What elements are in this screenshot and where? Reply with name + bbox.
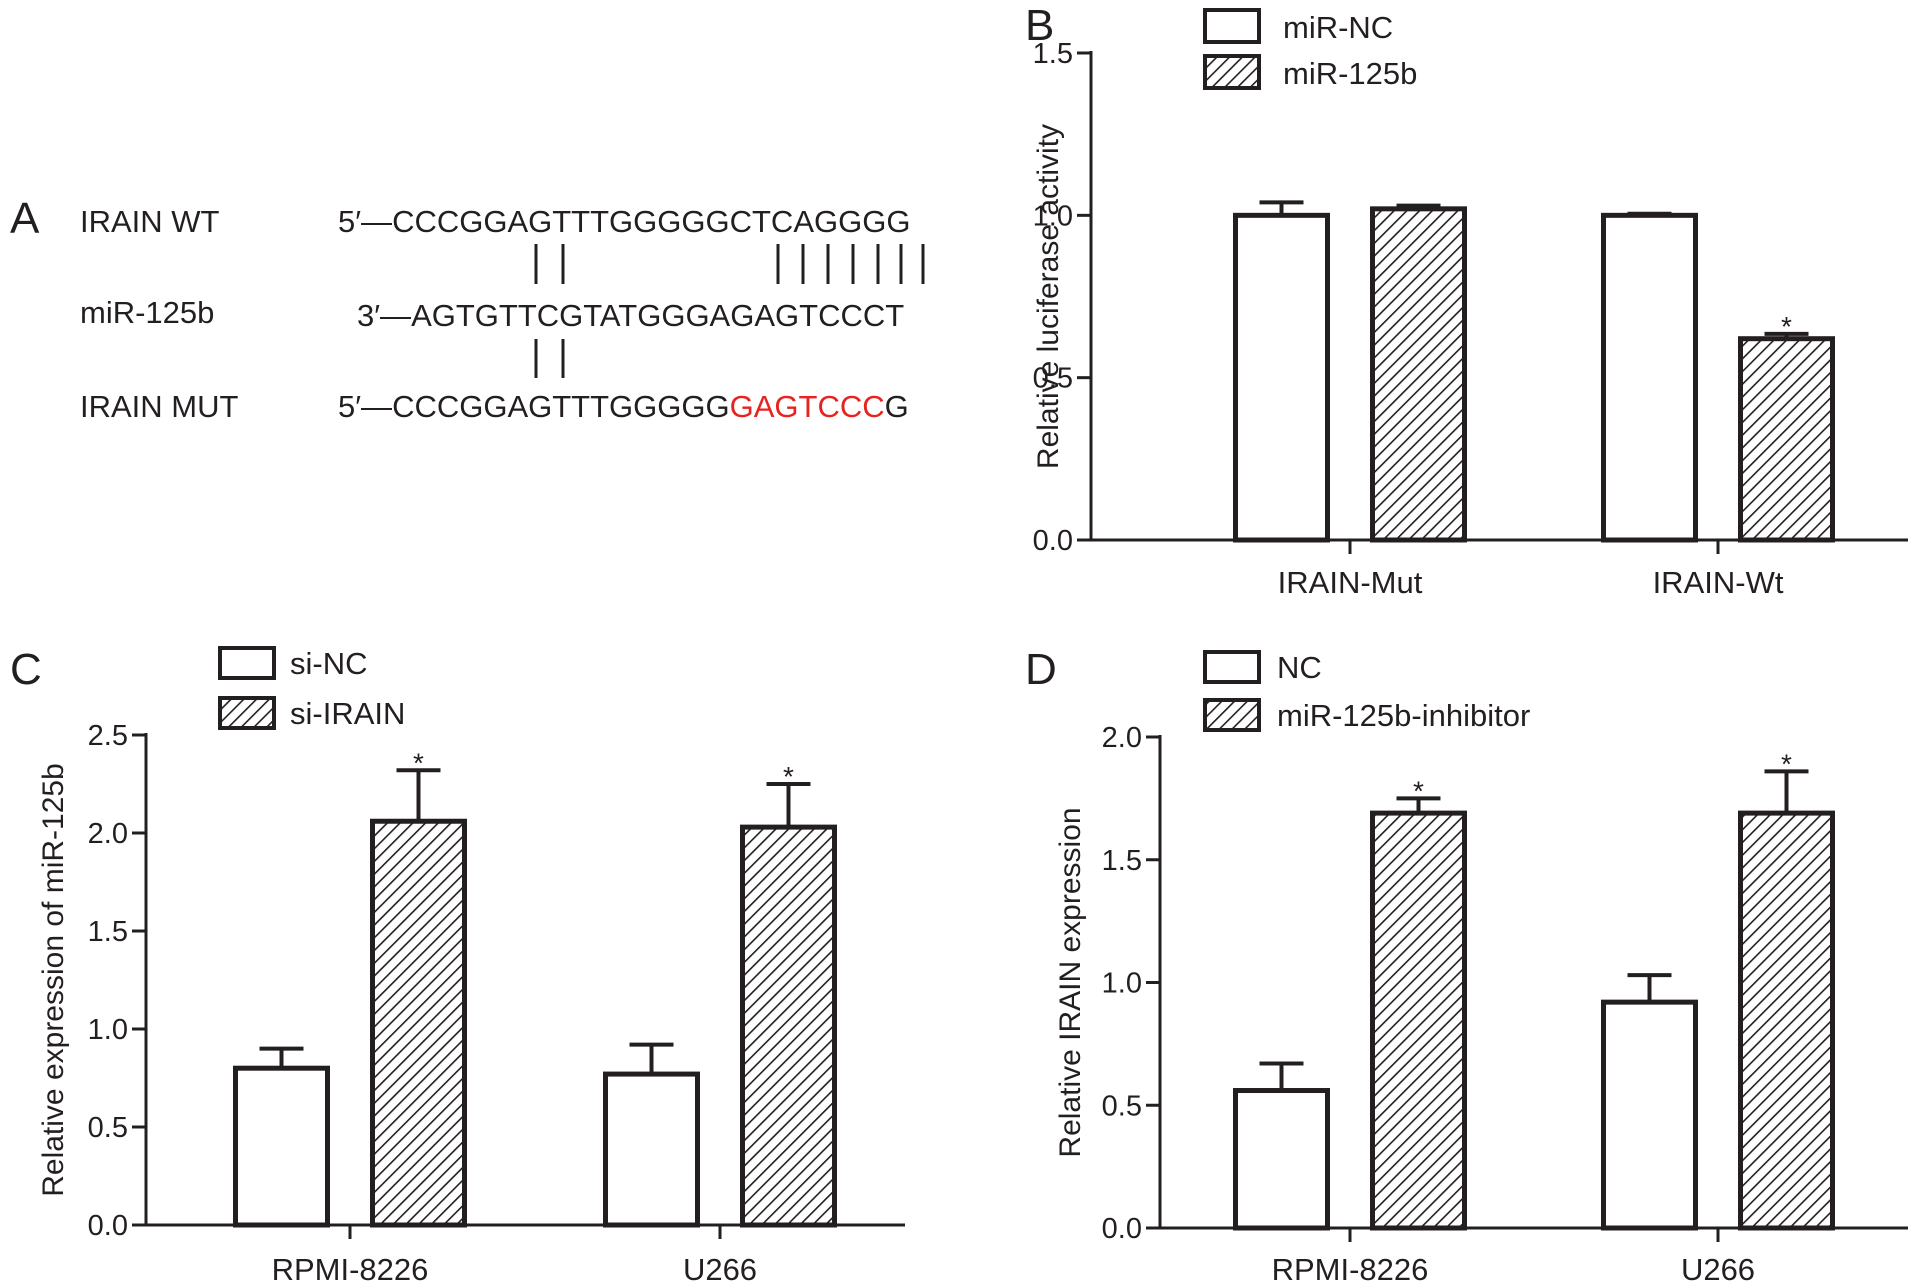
y-tick-label-c-5: 2.5	[88, 720, 128, 752]
bar-d-1-0	[1601, 999, 1698, 1231]
sequence-mir-prefix: 3′—	[357, 298, 411, 333]
legend-label-c-1: si-IRAIN	[290, 696, 405, 731]
panel-letter-d: D	[1025, 645, 1057, 694]
y-tick-label-d-1: 0.5	[1102, 1090, 1142, 1122]
bar-d-1-1	[1738, 810, 1835, 1231]
sequence-mut-bases: CCCGGAGTTTGGGGG	[392, 389, 730, 424]
legend-swatch-b-1	[1203, 54, 1261, 90]
significance-star-d-0: *	[1413, 775, 1424, 806]
category-label-b-0: IRAIN-Mut	[1278, 565, 1423, 600]
y-tick-label-b-0: 0.0	[1033, 525, 1073, 557]
y-axis-label-d: Relative IRAIN expression	[1054, 807, 1087, 1157]
sequence-mir: 3′—AGTGTTCGTATGGGAGAGTCCCT	[357, 298, 904, 333]
legend-swatch-d-0	[1203, 650, 1261, 684]
bar-b-0-1	[1370, 206, 1467, 543]
y-tick-label-c-1: 0.5	[88, 1112, 128, 1144]
panel-letter-b: B	[1025, 1, 1054, 50]
category-label-c-0: RPMI-8226	[272, 1252, 429, 1287]
sequence-mut-highlight: GAGTCCC	[730, 389, 885, 424]
sequence-mir-bases: AGTGTTCGTATGGGAGAGTCCCT	[411, 298, 904, 333]
significance-star-c-0: *	[413, 747, 424, 778]
chart-panel-b: 0.0 0.5 1.0 1.5 Relative luciferase activity…	[1032, 8, 1908, 600]
y-tick-label-d-2: 1.0	[1102, 968, 1142, 1000]
category-label-b-1: IRAIN-Wt	[1653, 565, 1784, 600]
y-tick-label-b-2: 1.0	[1033, 200, 1073, 232]
sequence-mut-prefix: 5′—	[338, 389, 392, 424]
legend-label-b-1: miR-125b	[1283, 56, 1417, 91]
legend-swatch-c-0	[218, 646, 276, 680]
bar-d-0-0	[1233, 1088, 1330, 1231]
bar-d-0-1	[1370, 810, 1467, 1231]
legend-label-b-0: miR-NC	[1283, 10, 1393, 45]
panel-letter-c: C	[10, 645, 42, 694]
sequence-wt-prefix: 5′—	[338, 204, 392, 239]
y-tick-label-b-3: 1.5	[1033, 38, 1073, 70]
chart-panel-c: 0.0 0.5 1.0 1.5 2.0 2.5 Relative expression of…	[37, 646, 905, 1287]
row-label-mir: miR-125b	[80, 295, 214, 330]
bar-c-0-1	[370, 818, 467, 1228]
category-label-d-0: RPMI-8226	[1272, 1252, 1429, 1287]
legend-label-d-1: miR-125b-inhibitor	[1277, 698, 1530, 733]
sequence-wt-bases: CCCGGAGTTTGGGGGCTCAGGGG	[392, 204, 910, 239]
y-tick-label-c-4: 2.0	[88, 818, 128, 850]
bar-b-0-0	[1233, 212, 1330, 543]
category-label-d-1: U266	[1681, 1252, 1755, 1287]
pairing-lines-top	[534, 244, 925, 284]
bar-c-1-1	[740, 824, 837, 1228]
bar-b-1-0	[1601, 212, 1698, 543]
panel-a-alignment: A IRAIN WT 5′—CCCGGAGTTTGGGGGCTCAGGGG mi…	[10, 194, 925, 424]
bar-b-1-1	[1738, 336, 1835, 543]
y-axis-label-c: Relative expression of miR-125b	[37, 763, 70, 1197]
legend-label-c-0: si-NC	[290, 646, 368, 681]
panel-letter-a: A	[10, 194, 40, 243]
y-tick-label-c-2: 1.0	[88, 1014, 128, 1046]
chart-panel-d: 0.0 0.5 1.0 1.5 2.0 Relative IRAIN expression…	[1054, 650, 1908, 1287]
y-axis-label-b: Relative luciferase activity	[1032, 124, 1065, 469]
y-tick-label-c-3: 1.5	[88, 916, 128, 948]
row-label-wt: IRAIN WT	[80, 204, 220, 239]
significance-star-d-1: *	[1781, 748, 1792, 779]
bar-c-0-0	[233, 1065, 330, 1228]
y-tick-label-d-3: 1.5	[1102, 845, 1142, 877]
legend-swatch-b-0	[1203, 8, 1261, 44]
y-tick-label-b-1: 0.5	[1033, 363, 1073, 395]
category-label-c-1: U266	[683, 1252, 757, 1287]
significance-star-b-1: *	[1781, 311, 1792, 342]
bar-c-1-0	[603, 1071, 700, 1228]
y-tick-label-d-4: 2.0	[1102, 722, 1142, 754]
y-tick-label-d-0: 0.0	[1102, 1213, 1142, 1245]
pairing-lines-bottom	[534, 339, 565, 378]
sequence-mut: 5′—CCCGGAGTTTGGGGGGAGTCCCG	[338, 389, 909, 424]
sequence-wt: 5′—CCCGGAGTTTGGGGGCTCAGGGG	[338, 204, 910, 239]
y-tick-label-c-0: 0.0	[88, 1210, 128, 1242]
significance-star-c-1: *	[783, 761, 794, 792]
legend-label-d-0: NC	[1277, 650, 1322, 685]
row-label-mut: IRAIN MUT	[80, 389, 239, 424]
legend-swatch-c-1	[218, 696, 276, 730]
sequence-mut-suffix: G	[885, 389, 909, 424]
legend-swatch-d-1	[1203, 698, 1261, 732]
